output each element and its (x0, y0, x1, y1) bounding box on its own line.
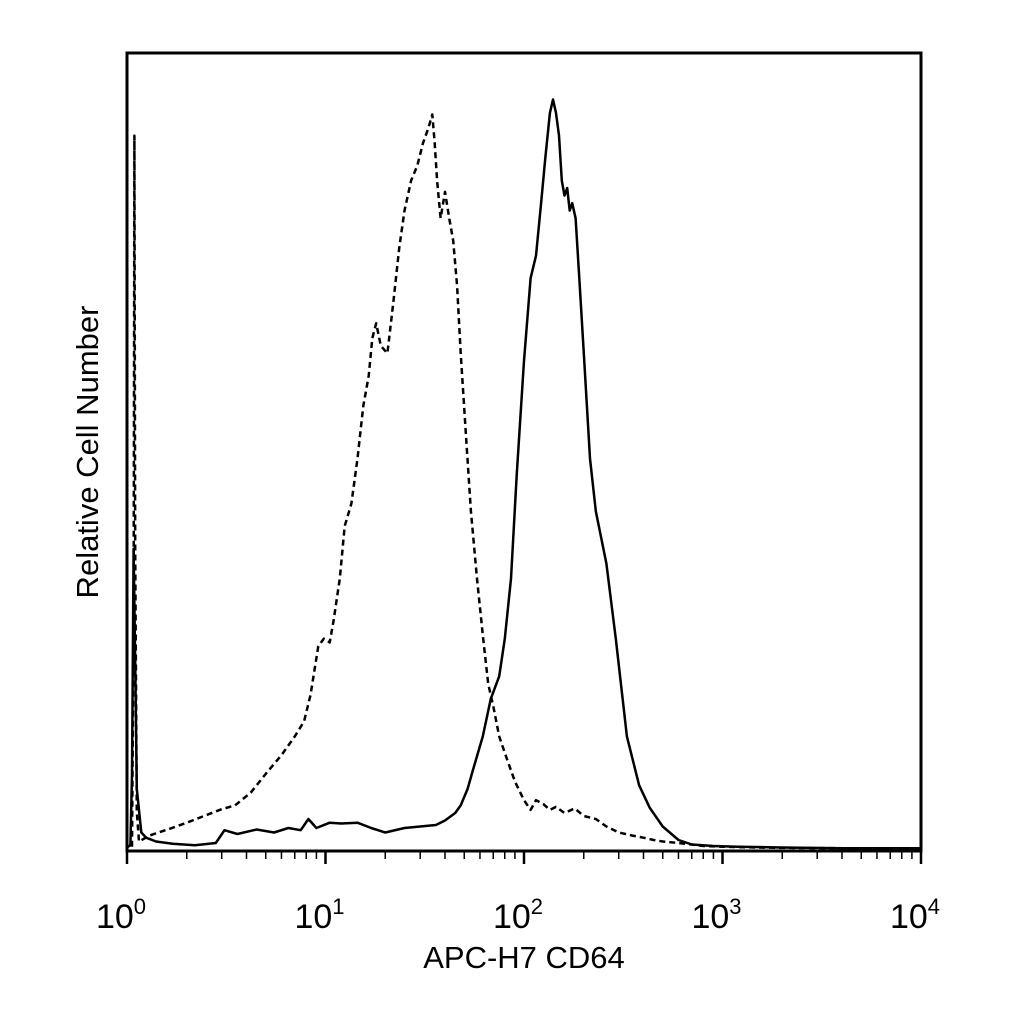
tick-label: 104 (890, 894, 940, 936)
x-axis-ticks (125, 851, 923, 864)
tick-label: 102 (493, 894, 543, 936)
tick-label: 100 (96, 894, 146, 936)
tick-label: 103 (691, 894, 741, 936)
dashed-histogram-series (130, 113, 921, 850)
y-axis-title: Relative Cell Number (70, 306, 105, 599)
tick-label: 101 (294, 894, 344, 936)
x-axis-tick-labels: 100 101 102 103 104 (96, 894, 940, 936)
series-group (126, 98, 921, 850)
x-axis-title: APC-H7 CD64 (423, 940, 625, 975)
plot-area-frame (125, 51, 923, 853)
solid-histogram-series (126, 98, 921, 850)
